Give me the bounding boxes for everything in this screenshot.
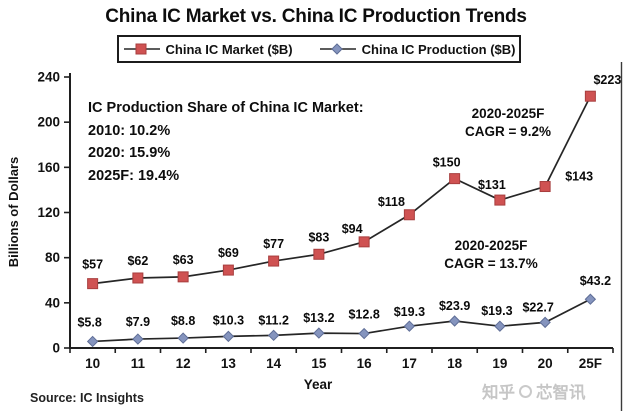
legend-item-production: China IC Production ($B) <box>319 41 516 57</box>
x-axis-title: Year <box>303 377 333 392</box>
data-point-marker <box>403 209 415 221</box>
data-point-label: $22.7 <box>522 300 553 314</box>
data-point-marker <box>448 315 461 327</box>
y-tick-label: 240 <box>37 70 60 85</box>
x-tick-label: 25F <box>579 356 602 371</box>
data-point-marker <box>449 173 461 185</box>
watermark-logo-icon <box>519 384 532 398</box>
x-tick-label: 13 <box>221 356 237 371</box>
x-tick-label: 12 <box>176 356 191 371</box>
data-point-marker <box>494 194 506 206</box>
data-point-marker <box>268 255 280 267</box>
data-point-label: $118 <box>378 195 405 209</box>
watermark-prefix: 知乎 <box>482 384 515 402</box>
watermark: 知乎 芯智讯 <box>482 379 586 403</box>
annotation-production-cagr: 2020-2025F CAGR = 13.7% <box>435 237 547 273</box>
y-tick-label: 40 <box>45 295 60 310</box>
data-point-marker <box>87 278 99 290</box>
data-point-label: $69 <box>218 246 239 260</box>
data-point-label: $12.8 <box>348 308 379 322</box>
legend-box: China IC Market ($B) China IC Production… <box>117 35 521 63</box>
annotation-line: 2020-2025F <box>471 106 545 121</box>
legend-item-market: China IC Market ($B) <box>123 42 293 57</box>
data-point-marker <box>177 271 189 283</box>
y-tick-label: 200 <box>37 115 60 130</box>
y-tick-label: 120 <box>37 205 60 220</box>
data-point-label: $8.8 <box>171 314 195 328</box>
data-point-label: $23.9 <box>439 299 470 313</box>
series-line-market <box>92 95 592 285</box>
chart-title: China IC Market vs. China IC Production … <box>105 6 527 27</box>
data-point-marker <box>86 335 99 348</box>
data-point-label: $57 <box>82 258 103 272</box>
x-tick-label: 16 <box>357 356 373 371</box>
data-point-label: $131 <box>478 178 506 192</box>
data-point-label: $223 <box>593 73 621 87</box>
legend-label-production: China IC Production ($B) <box>361 41 516 57</box>
data-point-marker <box>132 333 144 345</box>
source-note: Source: IC Insights <box>30 391 144 405</box>
data-point-label: $19.3 <box>394 305 425 319</box>
data-point-label: $43.2 <box>580 274 611 288</box>
y-tick-label: 160 <box>37 160 60 175</box>
x-tick-label: 14 <box>266 356 282 371</box>
data-point-marker <box>132 272 144 284</box>
data-point-marker <box>358 327 370 340</box>
legend-label-market: China IC Market ($B) <box>165 41 293 57</box>
data-point-label: $7.9 <box>126 315 150 329</box>
data-point-label: $19.3 <box>481 304 512 318</box>
data-point-marker <box>584 293 597 305</box>
x-tick-label: 18 <box>447 356 463 371</box>
x-tick-label: 19 <box>492 356 507 371</box>
data-point-marker <box>584 90 596 102</box>
data-point-label: $94 <box>342 222 363 236</box>
annotation-line: 2025F: 19.4% <box>88 167 180 184</box>
x-tick-label: 17 <box>402 356 417 371</box>
annotation-line: CAGR = 13.7% <box>444 256 538 271</box>
data-point-label: $77 <box>263 237 284 251</box>
y-tick-label: 80 <box>45 250 60 265</box>
data-point-label: $150 <box>433 156 461 170</box>
data-point-label: $143 <box>565 170 593 184</box>
data-point-marker <box>177 332 189 344</box>
data-point-marker <box>313 327 325 339</box>
data-point-marker <box>222 330 235 343</box>
annotation-line: CAGR = 9.2% <box>465 124 551 139</box>
data-point-marker <box>539 181 551 193</box>
data-point-label: $83 <box>308 230 329 244</box>
annotation-line: 2010: 10.2% <box>88 122 171 139</box>
data-point-marker <box>267 329 280 342</box>
data-point-marker <box>222 264 234 276</box>
x-tick-label: 10 <box>85 356 100 371</box>
watermark-suffix: 芯智讯 <box>536 384 586 402</box>
market-series-swatch-icon <box>123 43 160 55</box>
x-tick-label: 20 <box>538 356 553 371</box>
data-point-label: $5.8 <box>77 315 101 329</box>
data-point-marker <box>494 320 506 332</box>
series-line-production <box>92 298 591 343</box>
data-point-label: $11.2 <box>258 313 289 327</box>
data-point-marker <box>358 236 370 248</box>
data-point-label: $63 <box>173 253 194 267</box>
data-point-label: $62 <box>127 254 148 268</box>
annotation-line: IC Production Share of China IC Market: <box>88 100 364 116</box>
annotation-line: 2020: 15.9% <box>88 145 171 161</box>
annotation-production-share: IC Production Share of China IC Market: … <box>88 97 364 187</box>
data-point-marker <box>403 320 416 332</box>
x-tick-label: 11 <box>131 356 146 371</box>
data-point-label: $10.3 <box>213 313 244 327</box>
data-point-label: $13.2 <box>303 311 334 325</box>
production-series-swatch-icon <box>319 43 356 55</box>
data-point-marker <box>313 248 325 260</box>
data-point-marker <box>539 316 551 329</box>
y-tick-label: 0 <box>52 341 60 356</box>
annotation-market-cagr: 2020-2025F CAGR = 9.2% <box>452 105 564 141</box>
x-tick-label: 15 <box>311 356 327 371</box>
annotation-line: 2020-2025F <box>454 238 528 253</box>
